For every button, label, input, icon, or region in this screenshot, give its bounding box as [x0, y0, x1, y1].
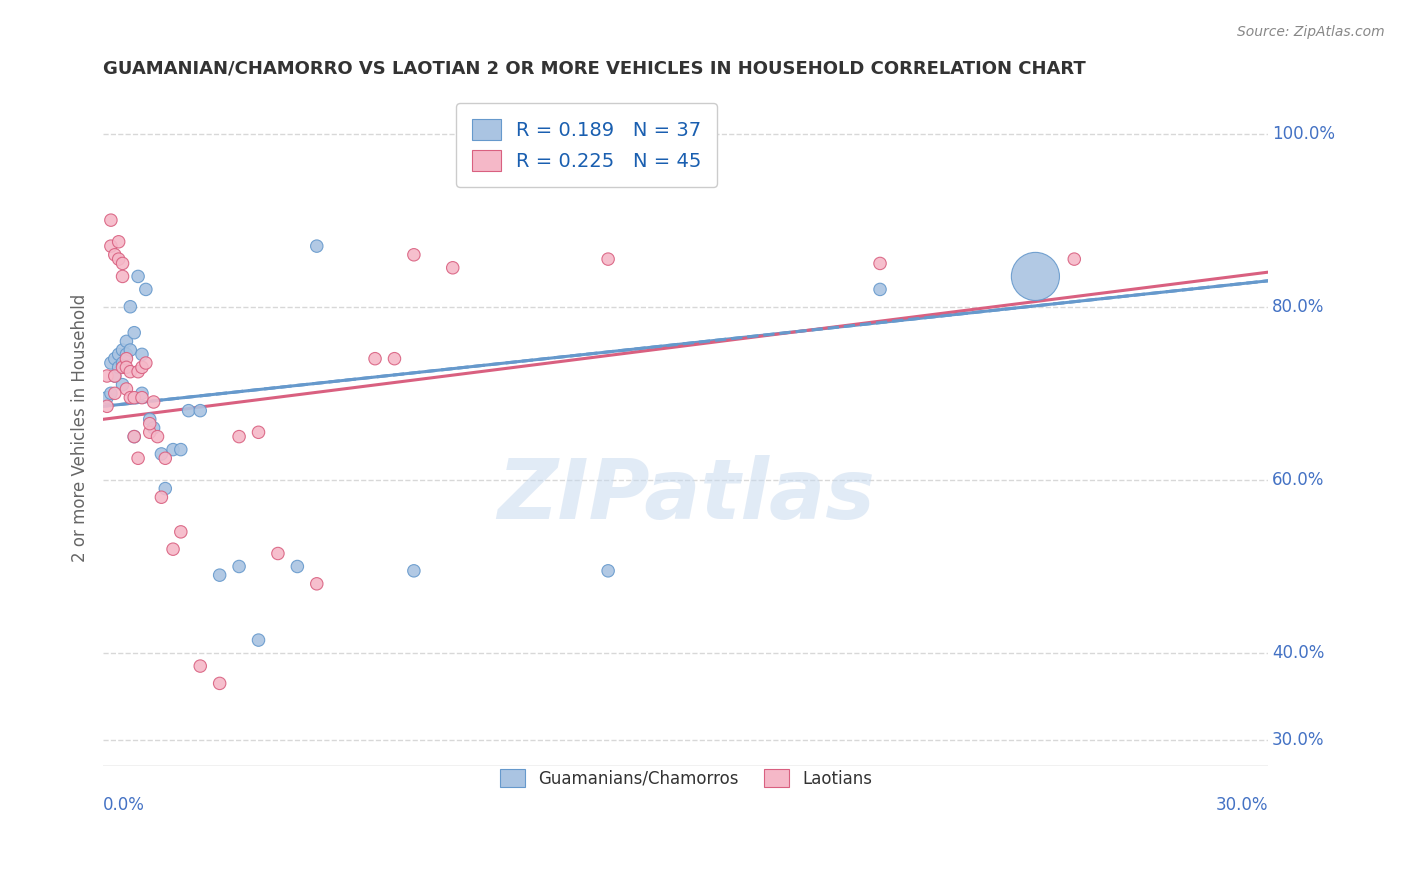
Point — [122, 391, 145, 405]
Point — [115, 382, 138, 396]
Point — [150, 490, 173, 504]
Text: 0.0%: 0.0% — [103, 796, 145, 814]
Point — [131, 386, 153, 401]
Point — [100, 239, 122, 253]
Point — [111, 343, 134, 357]
Point — [104, 369, 127, 384]
Text: 30.0%: 30.0% — [1272, 731, 1324, 748]
Point — [131, 360, 153, 375]
Point — [162, 542, 184, 557]
Point — [170, 524, 193, 539]
Point — [127, 451, 149, 466]
Text: Source: ZipAtlas.com: Source: ZipAtlas.com — [1237, 25, 1385, 39]
Point — [1024, 269, 1046, 284]
Point — [142, 421, 165, 435]
Y-axis label: 2 or more Vehicles in Household: 2 or more Vehicles in Household — [72, 293, 89, 562]
Point — [120, 391, 142, 405]
Point — [111, 377, 134, 392]
Point — [208, 568, 231, 582]
Point — [107, 235, 129, 249]
Text: 100.0%: 100.0% — [1272, 125, 1334, 143]
Point — [155, 451, 177, 466]
Text: 60.0%: 60.0% — [1272, 471, 1324, 489]
Point — [131, 347, 153, 361]
Point — [122, 429, 145, 443]
Point — [135, 282, 157, 296]
Point — [139, 412, 162, 426]
Point — [111, 360, 134, 375]
Text: 80.0%: 80.0% — [1272, 298, 1324, 316]
Legend: Guamanians/Chamorros, Laotians: Guamanians/Chamorros, Laotians — [489, 759, 882, 797]
Point — [107, 252, 129, 266]
Point — [598, 564, 620, 578]
Point — [384, 351, 406, 366]
Text: GUAMANIAN/CHAMORRO VS LAOTIAN 2 OR MORE VEHICLES IN HOUSEHOLD CORRELATION CHART: GUAMANIAN/CHAMORRO VS LAOTIAN 2 OR MORE … — [103, 60, 1085, 78]
Point — [104, 386, 127, 401]
Point — [364, 351, 387, 366]
Point — [107, 347, 129, 361]
Point — [100, 213, 122, 227]
Point — [247, 425, 270, 440]
Point — [96, 391, 118, 405]
Text: 30.0%: 30.0% — [1216, 796, 1268, 814]
Point — [122, 429, 145, 443]
Point — [96, 400, 118, 414]
Point — [247, 633, 270, 648]
Point — [402, 564, 425, 578]
Point — [115, 334, 138, 349]
Point — [228, 429, 250, 443]
Point — [131, 391, 153, 405]
Text: ZIPatlas: ZIPatlas — [496, 455, 875, 536]
Point — [127, 269, 149, 284]
Point — [111, 256, 134, 270]
Point — [441, 260, 464, 275]
Point — [155, 482, 177, 496]
Point — [104, 248, 127, 262]
Point — [104, 369, 127, 384]
Point — [111, 269, 134, 284]
Point — [96, 369, 118, 384]
Point — [127, 365, 149, 379]
Point — [598, 252, 620, 266]
Point — [869, 282, 891, 296]
Point — [228, 559, 250, 574]
Point — [1063, 252, 1085, 266]
Point — [100, 356, 122, 370]
Point — [120, 365, 142, 379]
Point — [402, 248, 425, 262]
Point — [162, 442, 184, 457]
Point — [305, 239, 328, 253]
Point — [285, 559, 308, 574]
Point — [188, 659, 211, 673]
Point — [107, 360, 129, 375]
Point — [100, 386, 122, 401]
Text: 40.0%: 40.0% — [1272, 644, 1324, 662]
Point — [104, 351, 127, 366]
Point — [267, 547, 290, 561]
Point — [142, 395, 165, 409]
Point — [139, 425, 162, 440]
Point — [139, 417, 162, 431]
Point — [150, 447, 173, 461]
Point — [115, 360, 138, 375]
Point — [122, 326, 145, 340]
Point — [111, 356, 134, 370]
Point — [120, 343, 142, 357]
Point — [146, 429, 169, 443]
Point — [120, 300, 142, 314]
Point — [115, 347, 138, 361]
Point — [869, 256, 891, 270]
Point — [305, 577, 328, 591]
Point — [115, 351, 138, 366]
Point — [135, 356, 157, 370]
Point — [208, 676, 231, 690]
Point — [170, 442, 193, 457]
Point — [188, 403, 211, 417]
Point — [177, 403, 200, 417]
